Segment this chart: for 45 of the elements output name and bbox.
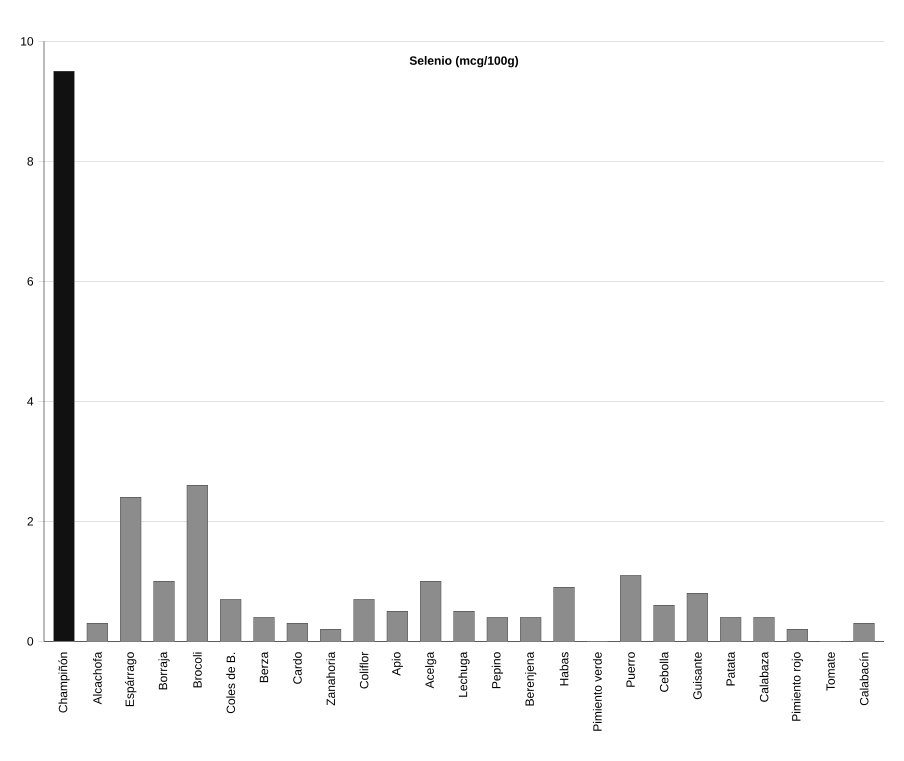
y-tick-label: 2 — [28, 516, 33, 526]
text: Selenio (mcg/100g) — [410, 56, 518, 68]
x-tick-label: Pepino — [492, 652, 503, 688]
bar — [486, 616, 508, 642]
x-tick-label: Champiñón — [58, 652, 70, 712]
x-tick-label: Lechuga — [458, 652, 470, 697]
x-tick-label: Pimiento verde — [592, 652, 602, 731]
x-tick-label: Berenjena — [525, 652, 536, 706]
x-tick-label: Alcachofa — [92, 652, 102, 704]
x-tick-label: Apio — [392, 652, 403, 676]
bar — [520, 616, 542, 642]
x-tick-label: Pimiento rojo — [792, 652, 803, 721]
bar — [720, 616, 742, 642]
x-tick-label: Calabaza — [760, 652, 768, 702]
x-tick-label: Patata — [726, 652, 735, 686]
x-tick-label: Espárrago — [125, 652, 136, 706]
x-tick-label: Puerro — [626, 652, 635, 687]
x-tick-label: Borraja — [158, 652, 170, 690]
bar — [186, 484, 208, 642]
y-tick-label: 10 — [21, 36, 34, 46]
x-tick-label: Zanahoria — [326, 652, 336, 706]
y-tick-label: 4 — [27, 397, 34, 406]
y-tick-label: 0 — [27, 636, 34, 646]
x-tick-label: Acelga — [425, 652, 436, 688]
y-tick-label: 8 — [27, 156, 34, 166]
x-tick-label: Cebolla — [660, 652, 668, 692]
bar — [320, 628, 342, 642]
bar — [853, 622, 875, 642]
x-tick-label: Coliflor — [360, 652, 368, 688]
bar — [353, 598, 375, 642]
x-tick-label: Tomate — [826, 652, 835, 691]
x-tick-label: Coles de B. — [226, 652, 236, 713]
bar — [120, 496, 142, 642]
x-tick-label: Habas — [560, 652, 568, 686]
x-tick-label: Berza — [260, 652, 268, 682]
x-tick-label: Cardo — [292, 652, 302, 684]
bar — [553, 586, 575, 642]
bar — [453, 610, 475, 642]
x-tick-label: Brocoli — [192, 652, 202, 688]
x-tick-label: Calabacín — [860, 652, 868, 706]
bar — [686, 592, 708, 642]
x-tick-label: Guisante — [692, 652, 702, 699]
y-tick-label: 6 — [28, 276, 34, 286]
bar — [220, 598, 242, 642]
bar — [153, 580, 175, 642]
